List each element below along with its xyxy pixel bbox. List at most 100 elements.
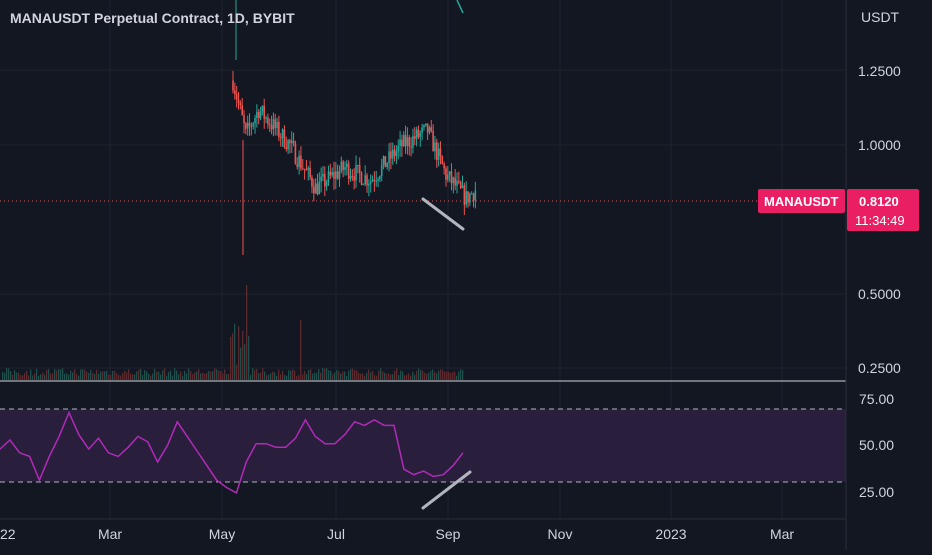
volume-bar	[300, 320, 302, 380]
volume-bar	[450, 372, 452, 380]
candle-body	[458, 180, 460, 183]
volume-bar	[210, 371, 212, 380]
volume-bar	[218, 370, 220, 380]
candle-body	[296, 163, 299, 168]
volume-bar	[146, 371, 148, 380]
candle-body	[241, 105, 243, 116]
price-tick-label: 1.0000	[858, 137, 901, 153]
candle-body	[290, 140, 293, 144]
candle-body	[272, 119, 275, 130]
volume-bar	[90, 369, 92, 380]
volume-bar	[140, 369, 142, 380]
volume-bar	[444, 371, 446, 380]
volume-bar	[406, 374, 408, 380]
candle-body	[285, 147, 288, 150]
volume-bar	[334, 372, 336, 380]
volume-bar	[430, 370, 432, 380]
volume-bar	[340, 373, 342, 380]
candle-body	[281, 129, 284, 138]
volume-bar	[128, 369, 130, 380]
candle-body	[474, 190, 477, 201]
candle-body	[448, 171, 451, 175]
volume-bar	[142, 375, 144, 380]
volume-bar	[352, 368, 354, 380]
volume-bar	[388, 373, 390, 380]
candle-body	[320, 176, 322, 182]
candle-body	[338, 171, 341, 179]
candle-body	[459, 182, 462, 188]
candle-body	[331, 172, 333, 176]
candle-body	[470, 193, 473, 195]
candle-body	[379, 176, 381, 180]
volume-bar	[132, 374, 134, 380]
candle-body	[243, 115, 245, 124]
volume-bar	[104, 371, 106, 380]
candle-body	[399, 139, 401, 146]
candle-body	[298, 155, 300, 168]
price-tick-label: 0.5000	[858, 286, 901, 302]
volume-bar	[54, 368, 56, 380]
volume-bar	[432, 369, 434, 380]
volume-bar	[50, 373, 52, 380]
volume-bar	[88, 372, 90, 380]
volume-bar	[382, 371, 384, 380]
volume-bar	[304, 370, 306, 380]
volume-bar	[58, 369, 60, 380]
candle-body	[364, 175, 366, 185]
candle-body	[401, 139, 403, 147]
volume-bar	[64, 373, 66, 380]
volume-bar	[414, 374, 416, 380]
volume-bar	[298, 375, 300, 380]
volume-bar	[240, 347, 242, 380]
candle-body	[373, 179, 376, 182]
candle-body	[421, 127, 423, 133]
volume-bar	[238, 326, 240, 380]
time-tick-label: Mar	[98, 526, 122, 542]
volume-bar	[176, 370, 178, 380]
symbol-badge	[758, 189, 845, 213]
price-tick-label: 1.2500	[858, 63, 901, 79]
candle-body	[382, 156, 385, 165]
volume-bar	[150, 375, 152, 380]
candle-body	[456, 180, 458, 186]
volume-bar	[168, 371, 170, 380]
volume-bar	[246, 285, 248, 380]
volume-bar	[270, 373, 272, 380]
candle-body	[274, 119, 277, 128]
candle-body	[452, 177, 455, 184]
candle-body	[278, 122, 280, 138]
candle-body	[261, 105, 264, 112]
volume-bar	[422, 370, 424, 380]
volume-bar	[290, 370, 292, 380]
candle-body	[234, 90, 236, 94]
candle-body	[408, 137, 411, 147]
candle-body	[465, 191, 467, 205]
volume-bar	[230, 336, 232, 380]
time-tick-label: Nov	[548, 526, 573, 542]
volume-bar	[138, 369, 140, 380]
volume-bar	[188, 368, 190, 380]
rsi-tick-label: 75.00	[859, 391, 894, 407]
candle-body	[424, 123, 427, 126]
candle-body	[402, 134, 405, 147]
volume-bar	[344, 371, 346, 380]
volume-bar	[216, 369, 218, 380]
volume-bar	[442, 369, 444, 380]
volume-bar	[254, 370, 256, 380]
volume-bar	[324, 368, 326, 380]
candle-body	[413, 136, 416, 139]
candle-body	[377, 179, 379, 181]
volume-bar	[260, 372, 262, 380]
price-trendline[interactable]	[421, 197, 465, 231]
volume-bar	[124, 370, 126, 380]
volume-bar	[224, 369, 226, 380]
rsi-trendline[interactable]	[421, 470, 472, 510]
volume-bar	[130, 373, 132, 380]
volume-bar	[208, 370, 210, 380]
volume-bar	[396, 368, 398, 380]
candle-body	[259, 111, 262, 119]
candle-body	[307, 167, 310, 170]
volume-bar	[226, 374, 228, 380]
